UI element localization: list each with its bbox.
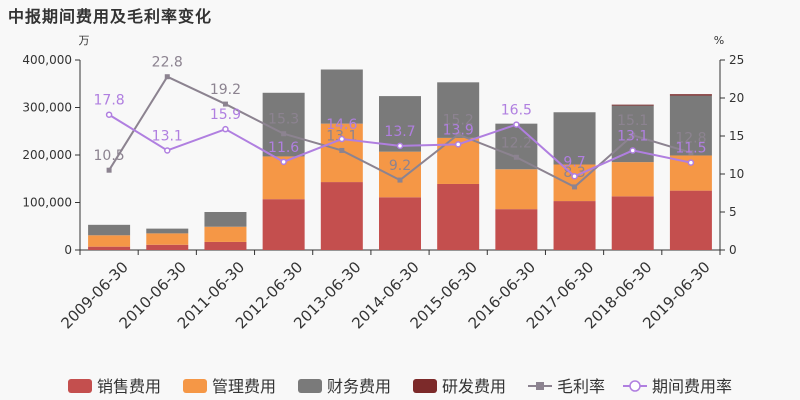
gross-margin-label: 12.2 — [501, 135, 532, 151]
legend-label: 期间费用率 — [652, 377, 732, 396]
left-tick-label: 300,000 — [22, 101, 72, 115]
expense-ratio-label: 11.5 — [675, 141, 706, 157]
right-tick-label: 20 — [729, 91, 744, 105]
bar-admin — [379, 151, 421, 198]
expense-ratio-label: 16.5 — [501, 103, 532, 119]
expense-ratio-label: 14.6 — [326, 117, 357, 133]
expense-ratio-label: 13.1 — [152, 128, 183, 144]
bar-sales — [611, 196, 654, 250]
right-tick-label: 10 — [729, 167, 744, 181]
expense-ratio-label: 15.9 — [210, 107, 241, 123]
gross-margin-label: 15.3 — [268, 112, 299, 128]
bar-admin — [204, 226, 247, 242]
left-tick-label: 400,000 — [22, 53, 72, 67]
bar-finance — [495, 123, 538, 170]
gross-margin-point — [106, 167, 112, 173]
gross-margin-label: 9.2 — [389, 158, 411, 174]
gross-margin-point — [339, 147, 345, 153]
right-tick-label: 25 — [729, 53, 744, 67]
legend-swatch — [298, 379, 322, 393]
expense-ratio-point — [164, 147, 171, 154]
expense-ratio-point — [454, 141, 462, 148]
gross-margin-point — [281, 131, 287, 137]
gross-margin-point — [630, 132, 636, 138]
bar-finance — [146, 228, 189, 234]
gross-margin-label: 10.5 — [94, 148, 125, 164]
gross-margin-label: 19.2 — [210, 82, 241, 98]
bar-sales — [553, 201, 596, 250]
bar-finance — [262, 92, 305, 157]
bar-sales — [669, 190, 712, 250]
bar-finance — [669, 95, 712, 156]
right-tick-label: 0 — [729, 243, 737, 257]
gross-margin-label: 22.8 — [152, 55, 183, 71]
gross-margin-label: 15.1 — [617, 113, 648, 129]
expense-ratio-label: 13.9 — [443, 122, 474, 138]
bar-sales — [320, 182, 363, 250]
gross-margin-point — [455, 131, 461, 137]
right-tick-label: 5 — [729, 205, 737, 219]
bar-sales — [88, 246, 131, 250]
gross-margin-point — [513, 154, 519, 160]
gross-margin-label: 8.3 — [563, 165, 585, 181]
bar-sales — [495, 209, 538, 250]
expense-ratio-point — [571, 173, 578, 180]
bar-sales — [379, 197, 421, 250]
expense-ratio-label: 13.7 — [384, 124, 415, 140]
gross-margin-label: 15.2 — [443, 112, 474, 128]
bar-finance — [320, 69, 363, 124]
bar-admin — [146, 233, 189, 245]
bar-finance — [553, 112, 596, 165]
legend-label: 研发费用 — [442, 377, 506, 396]
bar-admin — [495, 169, 538, 210]
legend-label: 管理费用 — [212, 377, 276, 396]
legend-swatch — [413, 379, 437, 393]
gross-margin-point — [222, 101, 228, 107]
legend-label: 毛利率 — [557, 377, 605, 396]
expense-ratio-label: 13.1 — [617, 128, 648, 144]
chart-title: 中报期间费用及毛利率变化 — [8, 7, 213, 26]
gross-margin-label: 12.8 — [675, 131, 706, 147]
legend-swatch — [68, 379, 92, 393]
expense-ratio-label: 11.6 — [268, 140, 299, 156]
bar-sales — [146, 244, 189, 250]
expense-ratio-label: 9.7 — [563, 154, 585, 170]
right-tick-label: 15 — [729, 129, 744, 143]
left-tick-label: 200,000 — [22, 148, 72, 162]
expense-ratio-point — [280, 158, 287, 166]
legend-marker — [629, 380, 641, 392]
expense-ratio-point — [396, 142, 404, 150]
left-tick-label: 100,000 — [22, 196, 72, 210]
bar-sales — [262, 199, 305, 250]
legend-swatch — [183, 379, 207, 393]
legend-label: 财务费用 — [327, 377, 391, 396]
right-axis-unit: % — [714, 34, 724, 47]
legend-marker — [536, 382, 544, 390]
expense-ratio-point — [222, 125, 229, 133]
gross-margin-point — [397, 177, 403, 183]
expense-ratio-label: 17.8 — [94, 93, 125, 109]
left-axis-unit: 万 — [79, 34, 90, 47]
legend-label: 销售费用 — [97, 377, 161, 396]
bar-rd — [611, 104, 654, 106]
bar-admin — [611, 162, 654, 197]
expense-ratio-point — [338, 135, 346, 143]
bar-finance — [437, 82, 480, 138]
bar-sales — [204, 241, 247, 250]
bar-finance — [88, 224, 131, 236]
expense-ratio-point — [513, 121, 520, 128]
gross-margin-point — [572, 184, 578, 190]
bar-rd — [669, 94, 712, 96]
expense-ratio-point — [687, 159, 695, 166]
gross-margin-point — [164, 74, 170, 80]
bar-finance — [204, 212, 247, 227]
expense-ratio-point — [105, 111, 113, 118]
bar-finance — [379, 96, 421, 152]
gross-margin-point — [688, 150, 694, 156]
expense-ratio-point — [629, 147, 636, 154]
bar-sales — [437, 183, 480, 250]
left-tick-label: 0 — [64, 243, 72, 257]
bar-admin — [88, 235, 131, 247]
